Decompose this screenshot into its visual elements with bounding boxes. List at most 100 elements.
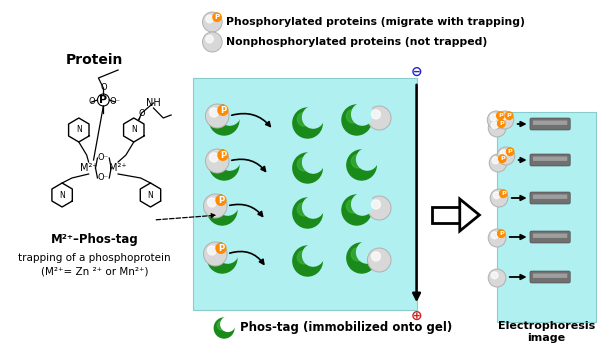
Circle shape xyxy=(212,247,225,261)
Circle shape xyxy=(297,157,311,171)
Text: M²⁺: M²⁺ xyxy=(80,163,98,173)
Circle shape xyxy=(208,195,237,225)
Circle shape xyxy=(491,122,498,129)
Text: O: O xyxy=(138,109,145,118)
Circle shape xyxy=(489,154,507,172)
Circle shape xyxy=(351,193,373,215)
Circle shape xyxy=(499,114,506,121)
Circle shape xyxy=(203,12,222,32)
Text: P: P xyxy=(501,191,506,196)
FancyBboxPatch shape xyxy=(533,156,568,161)
Circle shape xyxy=(209,105,239,135)
Circle shape xyxy=(498,155,506,163)
Circle shape xyxy=(206,35,213,43)
Text: N: N xyxy=(131,126,137,134)
Circle shape xyxy=(221,317,235,332)
Circle shape xyxy=(371,252,381,261)
Circle shape xyxy=(356,149,378,170)
Circle shape xyxy=(491,272,498,279)
Circle shape xyxy=(302,245,324,266)
Circle shape xyxy=(205,149,229,173)
Circle shape xyxy=(302,151,324,173)
Text: Protein: Protein xyxy=(66,53,123,67)
Circle shape xyxy=(214,110,227,123)
Circle shape xyxy=(302,196,324,218)
Text: O⁻: O⁻ xyxy=(110,97,121,106)
Circle shape xyxy=(498,230,505,237)
Circle shape xyxy=(347,243,376,273)
Circle shape xyxy=(500,190,507,198)
Circle shape xyxy=(351,155,365,168)
Circle shape xyxy=(213,13,221,21)
Circle shape xyxy=(293,108,322,138)
Circle shape xyxy=(342,195,371,225)
Circle shape xyxy=(498,120,505,127)
Circle shape xyxy=(293,198,322,228)
Text: N: N xyxy=(148,191,154,200)
Text: Electrophoresis
image: Electrophoresis image xyxy=(498,321,595,343)
Circle shape xyxy=(491,232,498,239)
Circle shape xyxy=(216,243,226,253)
Text: M²⁺–Phos-tag: M²⁺–Phos-tag xyxy=(50,233,138,246)
FancyBboxPatch shape xyxy=(497,112,596,322)
Circle shape xyxy=(218,105,228,115)
Circle shape xyxy=(488,119,506,137)
Circle shape xyxy=(492,157,499,164)
Circle shape xyxy=(293,153,322,183)
FancyBboxPatch shape xyxy=(533,120,568,125)
FancyBboxPatch shape xyxy=(533,233,568,238)
Circle shape xyxy=(214,318,234,338)
Circle shape xyxy=(214,155,227,168)
Circle shape xyxy=(506,148,514,155)
Circle shape xyxy=(297,112,311,126)
Circle shape xyxy=(302,106,324,128)
Circle shape xyxy=(367,248,391,272)
Circle shape xyxy=(347,150,376,180)
Circle shape xyxy=(490,114,497,121)
Text: P: P xyxy=(507,113,512,118)
Text: N: N xyxy=(59,191,65,200)
Circle shape xyxy=(293,246,322,276)
Circle shape xyxy=(297,202,311,216)
Circle shape xyxy=(219,149,240,170)
Circle shape xyxy=(342,105,371,135)
Circle shape xyxy=(347,200,359,213)
Text: O: O xyxy=(88,97,95,106)
FancyBboxPatch shape xyxy=(530,154,570,166)
Circle shape xyxy=(208,246,217,255)
Circle shape xyxy=(506,112,513,119)
Circle shape xyxy=(208,243,237,273)
Circle shape xyxy=(209,108,219,117)
Circle shape xyxy=(203,242,227,266)
Circle shape xyxy=(500,150,507,157)
Circle shape xyxy=(367,106,391,130)
Circle shape xyxy=(488,269,506,287)
Circle shape xyxy=(496,111,514,129)
Circle shape xyxy=(209,150,239,180)
Circle shape xyxy=(218,150,228,160)
Circle shape xyxy=(216,195,226,205)
Circle shape xyxy=(217,321,226,330)
Circle shape xyxy=(206,15,213,23)
Circle shape xyxy=(488,229,506,247)
Text: NH: NH xyxy=(146,98,161,108)
Text: P: P xyxy=(100,95,107,105)
Text: Phos-tag (immobilized onto gel): Phos-tag (immobilized onto gel) xyxy=(240,321,452,334)
Text: P: P xyxy=(220,106,226,115)
Text: P: P xyxy=(498,113,503,118)
Text: P: P xyxy=(500,156,504,161)
Text: P: P xyxy=(508,149,512,154)
FancyBboxPatch shape xyxy=(533,194,568,199)
Text: Phosphorylated proteins (migrate with trapping): Phosphorylated proteins (migrate with tr… xyxy=(226,17,525,27)
FancyBboxPatch shape xyxy=(530,231,570,243)
Text: M²⁺: M²⁺ xyxy=(109,163,127,173)
FancyBboxPatch shape xyxy=(530,118,570,130)
Circle shape xyxy=(490,189,508,207)
Text: ⊖: ⊖ xyxy=(411,65,422,79)
FancyBboxPatch shape xyxy=(530,192,570,204)
Circle shape xyxy=(212,200,225,213)
Circle shape xyxy=(497,147,515,165)
Text: P: P xyxy=(220,151,226,160)
Circle shape xyxy=(219,104,240,125)
Text: P: P xyxy=(214,14,220,20)
